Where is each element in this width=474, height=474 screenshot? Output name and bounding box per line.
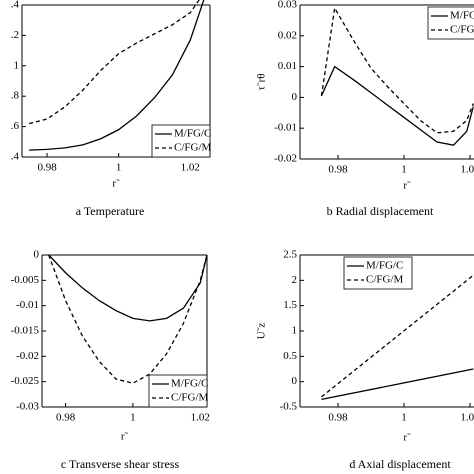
legend-box <box>148 374 208 408</box>
series-line <box>321 274 474 398</box>
x-tick-label: 1 <box>401 412 407 424</box>
y-tick-label: -0.01 <box>16 299 39 311</box>
legend-label: C/FG/M <box>366 274 404 286</box>
x-tick-label: 0.98 <box>328 164 348 176</box>
legend-box <box>343 256 413 290</box>
y-tick-label: -0.5 <box>280 401 298 413</box>
series-line <box>320 65 474 146</box>
y-axis-label: τ˜rθ <box>256 73 268 90</box>
x-tick-label: 1 <box>401 164 407 176</box>
y-axis-label: U˜z <box>256 323 268 340</box>
x-tick-label: 1.02 <box>460 164 474 176</box>
legend-label: C/FG/M <box>171 392 209 404</box>
caption: b Radial displacement <box>327 204 434 218</box>
y-tick-label: 0 <box>292 91 298 103</box>
caption: a Temperature <box>76 204 145 218</box>
legend-label: C/FG <box>450 24 474 36</box>
y-tick-label: .4 <box>11 151 20 163</box>
y-tick-label: .8 <box>11 90 20 102</box>
x-tick-label: 1.02 <box>460 412 474 424</box>
y-tick-label: 0 <box>292 375 298 387</box>
x-axis-label: r˜ <box>403 432 411 444</box>
legend-label: M/FG/C <box>174 128 211 140</box>
y-tick-label: 2 <box>292 274 298 286</box>
x-tick-label: 1 <box>116 162 122 174</box>
y-tick-label: 0.5 <box>283 350 297 362</box>
y-tick-label: -0.015 <box>11 325 40 337</box>
series-line <box>48 254 208 322</box>
series-line <box>48 254 208 384</box>
y-tick-label: -0.03 <box>16 401 39 413</box>
y-tick-label: 0.02 <box>278 29 297 41</box>
y-tick-label: 0.01 <box>278 60 297 72</box>
y-tick-label: 0.03 <box>278 0 298 11</box>
legend-label: M/FG <box>450 10 474 22</box>
caption: c Transverse shear stress <box>61 457 180 471</box>
y-tick-label: 1 <box>292 325 298 337</box>
legend-box <box>427 6 474 40</box>
legend-label: C/FG/M <box>174 142 212 154</box>
x-tick-label: 1.02 <box>181 162 200 174</box>
y-tick-label: .4 <box>11 0 20 11</box>
legend-label: M/FG/C <box>171 378 208 390</box>
y-tick-label: -0.02 <box>16 350 39 362</box>
x-axis-label: r˜ <box>121 431 129 443</box>
series-line <box>321 368 474 401</box>
x-tick-label: 0.98 <box>37 162 57 174</box>
y-tick-label: -0.02 <box>274 153 297 165</box>
y-tick-label: -0.005 <box>11 274 40 286</box>
y-tick-label: .2 <box>11 29 19 41</box>
y-tick-label: 2.5 <box>283 249 297 261</box>
x-tick-label: 1.02 <box>191 412 210 424</box>
legend-box <box>151 124 211 158</box>
legend-label: M/FG/C <box>366 260 403 272</box>
y-tick-label: 1 <box>14 59 20 71</box>
y-tick-label: -0.025 <box>11 375 40 387</box>
series-line <box>29 0 205 151</box>
x-axis-label: r˜ <box>403 180 411 192</box>
y-tick-label: .6 <box>11 120 20 132</box>
x-tick-label: 0.98 <box>56 412 76 424</box>
y-tick-label: 0 <box>34 249 40 261</box>
x-tick-label: 1 <box>130 412 136 424</box>
x-axis-label: r˜ <box>112 178 120 190</box>
y-tick-label: -0.01 <box>274 122 297 134</box>
caption: d Axial displacement <box>349 457 451 471</box>
series-line <box>29 0 200 125</box>
series-line <box>320 6 474 134</box>
x-tick-label: 0.98 <box>328 412 348 424</box>
y-tick-label: 1.5 <box>283 299 297 311</box>
